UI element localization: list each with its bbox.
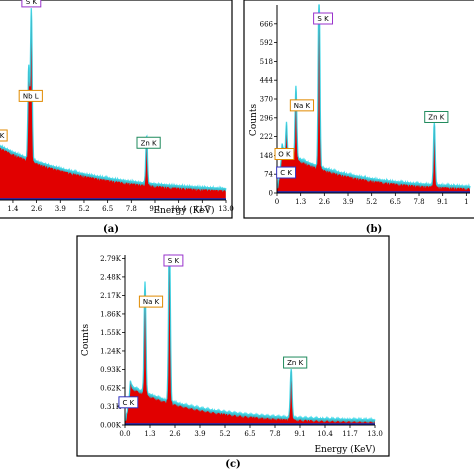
x-tick-label-b: 7.8 [413,198,424,206]
y-tick-label-b: 296 [260,114,274,122]
svg-text:S K: S K [26,0,38,6]
svg-text:K: K [0,132,5,140]
x-tick-label-a: 3.9 [55,205,66,213]
x-tick-label-c: 9.1 [294,430,305,438]
y-tick-label-b: 222 [260,133,273,141]
y-tick-label-b: 0 [269,190,273,198]
svg-text:C K: C K [123,399,135,407]
x-tick-label-c: 13.0 [367,430,383,438]
peak-label-a-s-k: S K [21,0,42,8]
x-tick-label-a: 10.4 [171,205,187,213]
y-tick-label-c: 0.31K [100,403,122,411]
panel-b-plot: 0 1.3 2.6 3.9 5.2 6.5 7.8 9.1 1 0 74 148 222 296 370 44… [260,4,471,206]
peak-label-a-k: K [0,129,8,142]
svg-text:S K: S K [317,15,329,23]
y-tick-label-b: 444 [260,77,274,85]
y-tick-label-b: 592 [260,39,273,47]
spectrum-line-a [0,8,227,193]
x-tick-label-a: 13.0 [218,205,234,213]
x-tick-label-a: 7.8 [126,205,137,213]
x-tick-label-a: 9.1 [149,205,160,213]
panel-c-caption: (c) [225,459,241,470]
y-tick-label-c: 2.17K [100,292,122,300]
panel-b-caption: (b) [366,224,382,235]
x-tick-label-c: 10.4 [317,430,333,438]
peak-label-a-nb-l: Nb L [18,89,43,102]
svg-text:Zn K: Zn K [287,359,303,367]
y-tick-label-c: 1.55K [100,329,122,337]
svg-text:Zn K: Zn K [428,113,444,121]
panel-c-ylabel: Counts [81,324,91,357]
y-tick-label-c: 1.24K [100,347,122,355]
y-tick-label-b: 666 [260,20,274,28]
x-tick-label-b: 3.9 [342,198,353,206]
peak-label-b-s-k: S K [313,12,334,25]
y-tick-label-b: 370 [260,96,273,104]
panel-c-xlabel: Energy (KeV) [314,444,375,455]
x-tick-label-a: 1.4 [7,205,19,213]
spectrum-area-a [0,8,226,200]
x-tick-label-a: 11.7 [195,205,211,213]
svg-text:Na K: Na K [143,298,160,306]
x-tick-label-b: 6.5 [390,198,401,206]
svg-text:C K: C K [280,169,292,177]
peak-label-b-c-k: C K [276,166,297,179]
panel-c-plot: 0.0 1.3 2.6 3.9 5.2 6.5 7.8 9.1 10.4 11.7 13.0 0.00… [100,254,383,438]
panel-b-ylabel: Counts [249,104,259,137]
svg-text:Nb L: Nb L [23,92,39,100]
spectrum-area-c [125,255,375,425]
y-tick-label-b: 74 [264,171,273,179]
x-tick-label-b: 0 [275,198,279,206]
panel-a: 1.4 2.6 3.9 5.2 6.5 7.8 9.1 10.4 11.7 13.0 S K Nb L… [0,0,234,235]
svg-text:O K: O K [278,151,291,159]
spectrum-area-b [277,5,470,193]
y-tick-label-b: 518 [260,58,273,66]
svg-text:Na K: Na K [294,102,311,110]
peak-label-c-s-k: S K [163,254,184,267]
x-tick-label-b: 1.3 [295,198,306,206]
spectrum-line-c [124,254,376,424]
y-tick-label-c: 1.86K [100,310,122,318]
peak-label-b-zn-k: Zn K [424,110,449,123]
peak-label-c-zn-k: Zn K [283,356,308,369]
x-tick-label-b: 2.6 [319,198,331,206]
y-tick-label-c: 2.79K [100,255,122,263]
x-tick-label-c: 7.8 [269,430,280,438]
peak-label-b-na-k: Na K [289,99,315,112]
svg-text:Zn K: Zn K [141,139,157,147]
x-tick-label-c: 3.9 [194,430,205,438]
peak-label-b-o-k: O K [274,148,295,161]
panel-a-plot: 1.4 2.6 3.9 5.2 6.5 7.8 9.1 10.4 11.7 13.0 S K Nb L… [0,0,234,213]
panel-b: 0 1.3 2.6 3.9 5.2 6.5 7.8 9.1 1 0 74 148 222 296 370 44… [243,0,474,235]
x-tick-label-a: 6.5 [102,205,113,213]
x-tick-label-c: 5.2 [219,430,230,438]
x-tick-label-b: 9.1 [437,198,448,206]
peak-label-c-c-k: C K [118,396,139,409]
spectrum-line-b [276,4,471,191]
x-tick-label-c: 2.6 [169,430,181,438]
x-tick-label-a: 2.6 [31,205,43,213]
panel-a-caption: (a) [103,224,119,235]
y-tick-label-c: 2.48K [100,273,122,281]
x-tick-label-c: 1.3 [144,430,155,438]
y-tick-label-c: 0.93K [100,366,122,374]
x-tick-label-c: 11.7 [342,430,358,438]
x-tick-label-b: 5.2 [366,198,377,206]
panel-c: 0.0 1.3 2.6 3.9 5.2 6.5 7.8 9.1 10.4 11.7 13.0 0.00… [76,235,390,470]
panel-a-xlabel: Energy (KeV) [153,205,214,216]
y-tick-label-c: 0.00K [100,422,122,430]
svg-text:S K: S K [168,257,180,265]
x-tick-label-c: 6.5 [244,430,255,438]
x-tick-label-c: 0.0 [119,430,130,438]
x-tick-label-a: 5.2 [78,205,89,213]
y-tick-label-b: 148 [260,152,273,160]
peak-label-c-na-k: Na K [138,295,164,308]
x-tick-label-b: 1 [464,198,468,206]
y-tick-label-c: 0.62K [100,384,122,392]
peak-label-a-zn-k: Zn K [136,136,161,149]
